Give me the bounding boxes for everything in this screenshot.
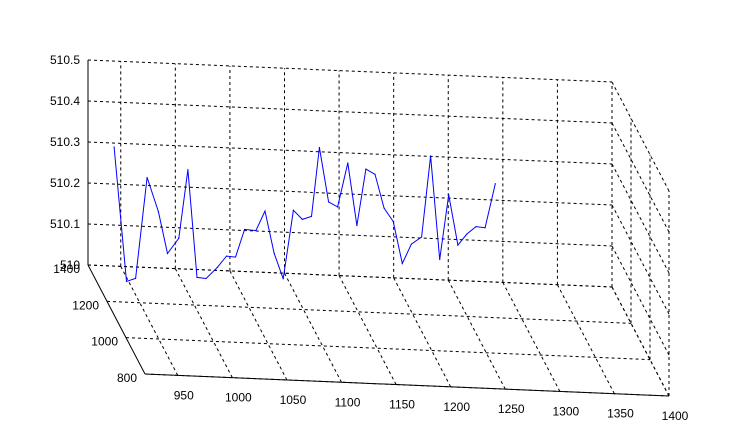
data-point <box>205 277 207 280</box>
data-point <box>457 244 459 246</box>
grid-line-back-z <box>87 141 613 165</box>
data-point <box>392 220 394 222</box>
grid-line-side-z <box>611 122 670 233</box>
x-axis-line <box>144 373 670 397</box>
grid-line-floor-x <box>284 273 342 383</box>
data-point <box>356 224 358 227</box>
data-point <box>146 176 148 179</box>
y-tick-label: 800 <box>117 371 137 385</box>
grid-line-back-z <box>87 100 613 124</box>
grid-line-floor-x <box>338 275 397 385</box>
data-point <box>374 173 376 175</box>
x-tick-label: 1200 <box>443 400 470 414</box>
data-point <box>244 228 246 231</box>
y-tick-label: 1000 <box>91 335 118 349</box>
grid-line-back-z <box>87 182 613 206</box>
data-point <box>420 236 423 238</box>
data-point <box>178 237 180 239</box>
z-tick-label: 510.2 <box>50 176 80 190</box>
data-point <box>216 266 218 268</box>
grid-line-floor-x <box>611 286 670 397</box>
data-point <box>125 280 128 282</box>
data-point <box>255 230 257 232</box>
x-tick-label: 1300 <box>552 404 579 418</box>
grid-line-floor-x <box>556 284 615 394</box>
data-point <box>134 277 137 279</box>
y-axis-line <box>87 264 146 375</box>
grid-line-side-z <box>611 245 670 356</box>
data-point <box>157 210 160 213</box>
z-tick-label: 510 <box>60 258 80 272</box>
x-tick-label: 1000 <box>225 391 252 405</box>
data-point <box>410 243 412 245</box>
grid-line-floor-x <box>447 279 506 390</box>
data-point <box>225 255 228 257</box>
axes <box>87 60 670 397</box>
x-tick-label: 1350 <box>607 407 634 421</box>
x-tick-label: 950 <box>174 388 194 402</box>
data-point <box>484 227 486 229</box>
data-point <box>234 256 237 258</box>
data-point <box>273 252 275 254</box>
data-point <box>310 215 313 217</box>
data-point <box>494 183 496 185</box>
series-group <box>113 146 496 283</box>
z-tick-label: 510.5 <box>50 53 80 67</box>
data-point <box>292 209 294 211</box>
x-tick-label: 1050 <box>280 393 307 407</box>
data-point <box>196 276 198 278</box>
grid-line-side-z <box>611 81 670 192</box>
data-point <box>430 155 432 157</box>
grid-line-floor-x <box>120 266 179 376</box>
grid-lines <box>87 59 670 397</box>
data-point <box>439 258 441 261</box>
data-point <box>327 201 330 203</box>
data-point <box>113 146 115 148</box>
data-point <box>166 252 169 255</box>
data-point <box>187 169 189 171</box>
x-tick-label: 1250 <box>498 402 525 416</box>
y-tick-label: 1200 <box>72 298 99 312</box>
grid-line-back-z <box>87 223 613 247</box>
grid-line-floor-y <box>125 337 651 361</box>
data-point <box>475 226 477 228</box>
data-point <box>347 162 349 164</box>
grid-line-floor-x <box>393 277 452 388</box>
data-point <box>264 210 266 212</box>
grid-line-back-z <box>87 59 613 83</box>
data-point <box>365 168 367 170</box>
data-point <box>336 206 339 208</box>
z-tick-label: 510.1 <box>50 217 80 231</box>
data-point <box>448 194 450 196</box>
grid-line-floor-x <box>174 268 233 378</box>
x-tick-label: 1150 <box>389 398 415 412</box>
tick-labels: 510 510.1 510.2 510.3 510.4 510.5 800 1000 1200 1… <box>50 53 689 423</box>
series-line <box>113 146 496 283</box>
data-point <box>318 146 321 149</box>
grid-line-floor-x <box>502 282 561 392</box>
data-point <box>383 207 385 209</box>
x-tick-label: 1100 <box>335 395 361 409</box>
x-tick-label: 1400 <box>662 409 689 423</box>
data-point <box>301 218 304 220</box>
y-tick-label: 1400 <box>53 262 80 276</box>
z-tick-label: 510.4 <box>50 94 80 108</box>
data-point <box>401 262 403 265</box>
grid-line-floor-y <box>87 264 613 288</box>
grid-line-floor-y <box>106 300 632 324</box>
data-point <box>282 278 284 280</box>
z-tick-label: 510.3 <box>50 135 80 149</box>
grid-line-floor-x <box>229 270 288 381</box>
grid-line-side-z <box>611 163 670 274</box>
data-point <box>466 233 468 235</box>
grid-line-side-z <box>611 204 670 315</box>
